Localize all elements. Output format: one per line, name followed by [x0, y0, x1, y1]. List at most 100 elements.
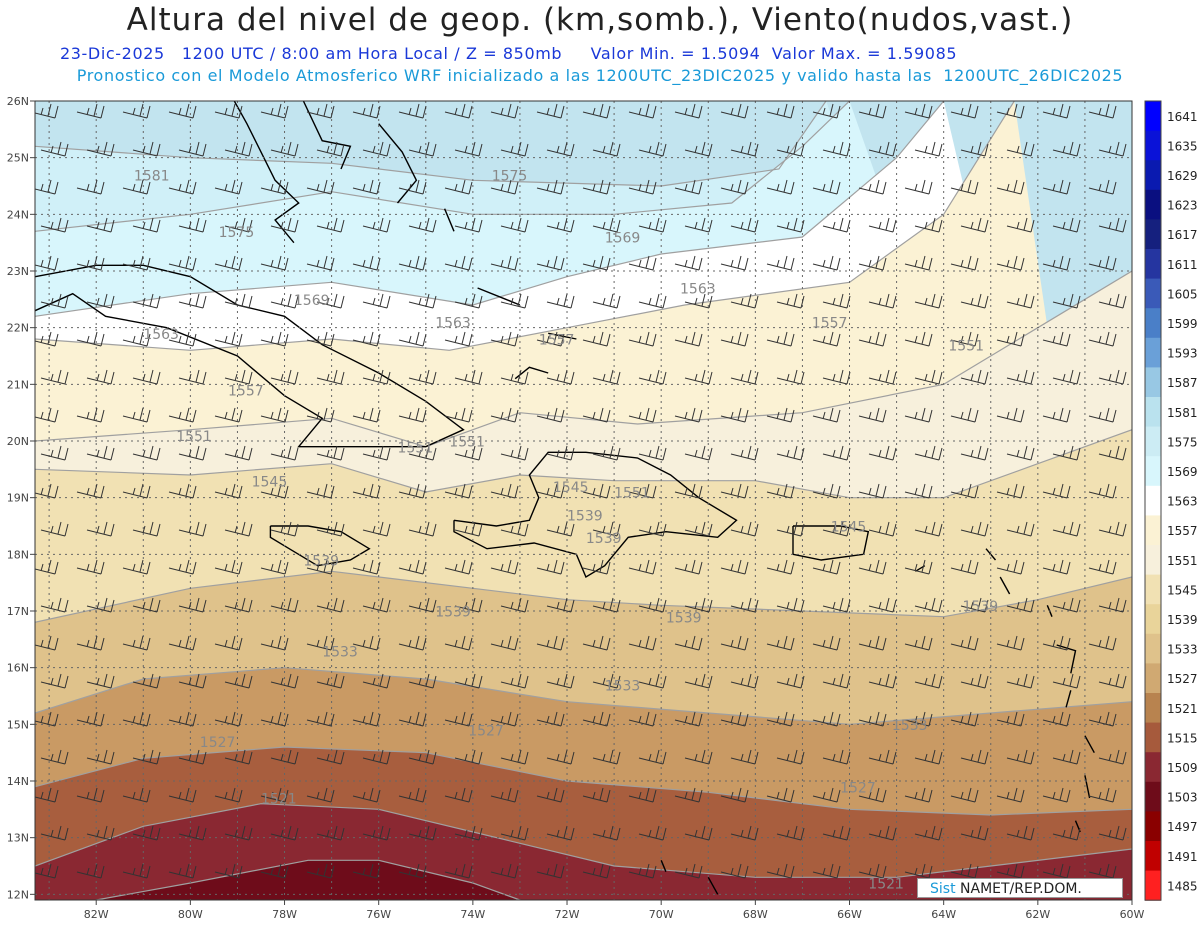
wind-barb — [35, 331, 59, 347]
wind-barb — [35, 787, 59, 803]
wind-barb — [766, 331, 795, 347]
wind-barb — [168, 331, 197, 347]
wind-barb — [444, 179, 473, 195]
wind-barb — [178, 141, 207, 157]
wind-barb — [904, 255, 933, 271]
wind-barb — [122, 331, 151, 347]
wind-barb — [592, 445, 621, 461]
colorbar-label: 1503 — [1167, 791, 1198, 805]
wind-barb — [766, 863, 795, 879]
wind-barb — [214, 179, 243, 195]
wind-barb — [35, 179, 59, 195]
wind-barb — [1088, 179, 1117, 195]
contour-label: 1581 — [134, 168, 170, 184]
wind-barb — [316, 293, 345, 309]
model-info-line: Pronostico con el Modelo Atmosferico WRF… — [76, 66, 1124, 85]
wind-barb — [168, 559, 197, 575]
wind-barb — [582, 179, 611, 195]
wind-barb — [858, 407, 887, 423]
lon-tick-label: 70W — [649, 908, 674, 921]
wind-barb — [914, 521, 943, 537]
wind-barb — [35, 559, 59, 575]
wind-barb — [444, 863, 473, 879]
wind-barb — [270, 673, 299, 689]
wind-barb — [592, 825, 621, 841]
wind-barb — [868, 597, 897, 613]
wind-barb — [35, 863, 59, 879]
coastline — [269, 525, 371, 567]
wind-barb — [914, 141, 943, 157]
wind-barb — [674, 407, 703, 423]
contour-label: 1539 — [666, 610, 702, 626]
colorbar-label: 1635 — [1167, 139, 1198, 153]
wind-barb — [904, 103, 933, 119]
wind-barb — [260, 331, 289, 347]
wind-barb — [178, 673, 207, 689]
colorbar-swatch — [1145, 219, 1161, 250]
wind-barb — [546, 369, 575, 385]
wind-barb — [776, 445, 805, 461]
wind-barb — [444, 103, 473, 119]
wind-barb — [306, 787, 335, 803]
wind-barb — [1088, 103, 1117, 119]
wind-barb — [960, 749, 989, 765]
wind-barb — [132, 597, 161, 613]
wind-barb — [76, 407, 105, 423]
colorbar-swatch — [1145, 160, 1161, 191]
wind-barb — [1006, 749, 1035, 765]
contour-line — [35, 570, 1132, 623]
contour-line — [35, 101, 1015, 351]
wind-barb — [684, 369, 713, 385]
wind-barb — [904, 179, 933, 195]
contour-label: 1563 — [435, 316, 471, 332]
wind-barb — [904, 331, 933, 347]
wind-barb — [398, 863, 427, 879]
contour-label: 1569 — [294, 293, 330, 309]
wind-barb — [812, 179, 841, 195]
wind-barb — [168, 711, 197, 727]
contour-label: 1557 — [812, 316, 848, 332]
wind-barb — [684, 673, 713, 689]
wind-barb — [76, 863, 105, 879]
wind-barb — [950, 863, 979, 879]
wind-barb — [1088, 635, 1117, 651]
wind-barb — [500, 217, 529, 233]
colorbar-label: 1641 — [1167, 110, 1198, 124]
wind-barb — [950, 331, 979, 347]
wind-barb — [730, 293, 759, 309]
colorbar-swatch — [1145, 101, 1161, 132]
wind-barb — [582, 559, 611, 575]
wind-barb — [122, 483, 151, 499]
wind-barb — [500, 825, 529, 841]
credit-box: Sist NAMET/REP.DOM. — [917, 878, 1123, 898]
wind-barb — [270, 369, 299, 385]
wind-barb — [316, 825, 345, 841]
wind-barb — [168, 635, 197, 651]
wind-barb — [1042, 787, 1071, 803]
wind-barb — [766, 179, 795, 195]
wind-barb — [996, 635, 1025, 651]
wind-barb — [214, 103, 243, 119]
wind-barb — [1088, 483, 1117, 499]
wind-barb — [352, 483, 381, 499]
colorbar-label: 1497 — [1167, 820, 1198, 834]
lon-tick-label: 74W — [460, 908, 485, 921]
wind-barb — [812, 483, 841, 499]
wind-barb — [638, 521, 667, 537]
wind-barb — [776, 597, 805, 613]
wind-barb — [454, 369, 483, 385]
wind-barb — [306, 635, 335, 651]
wind-barb — [638, 445, 667, 461]
wind-barb — [76, 331, 105, 347]
wind-barb — [168, 483, 197, 499]
shaded-band — [96, 860, 520, 900]
wind-barb — [178, 521, 207, 537]
wind-barb — [490, 179, 519, 195]
wind-barb — [1098, 141, 1127, 157]
wind-barb — [812, 103, 841, 119]
wind-barb — [720, 407, 749, 423]
wind-barb — [1006, 673, 1035, 689]
wind-barb — [316, 597, 345, 613]
wind-barb — [812, 407, 841, 423]
